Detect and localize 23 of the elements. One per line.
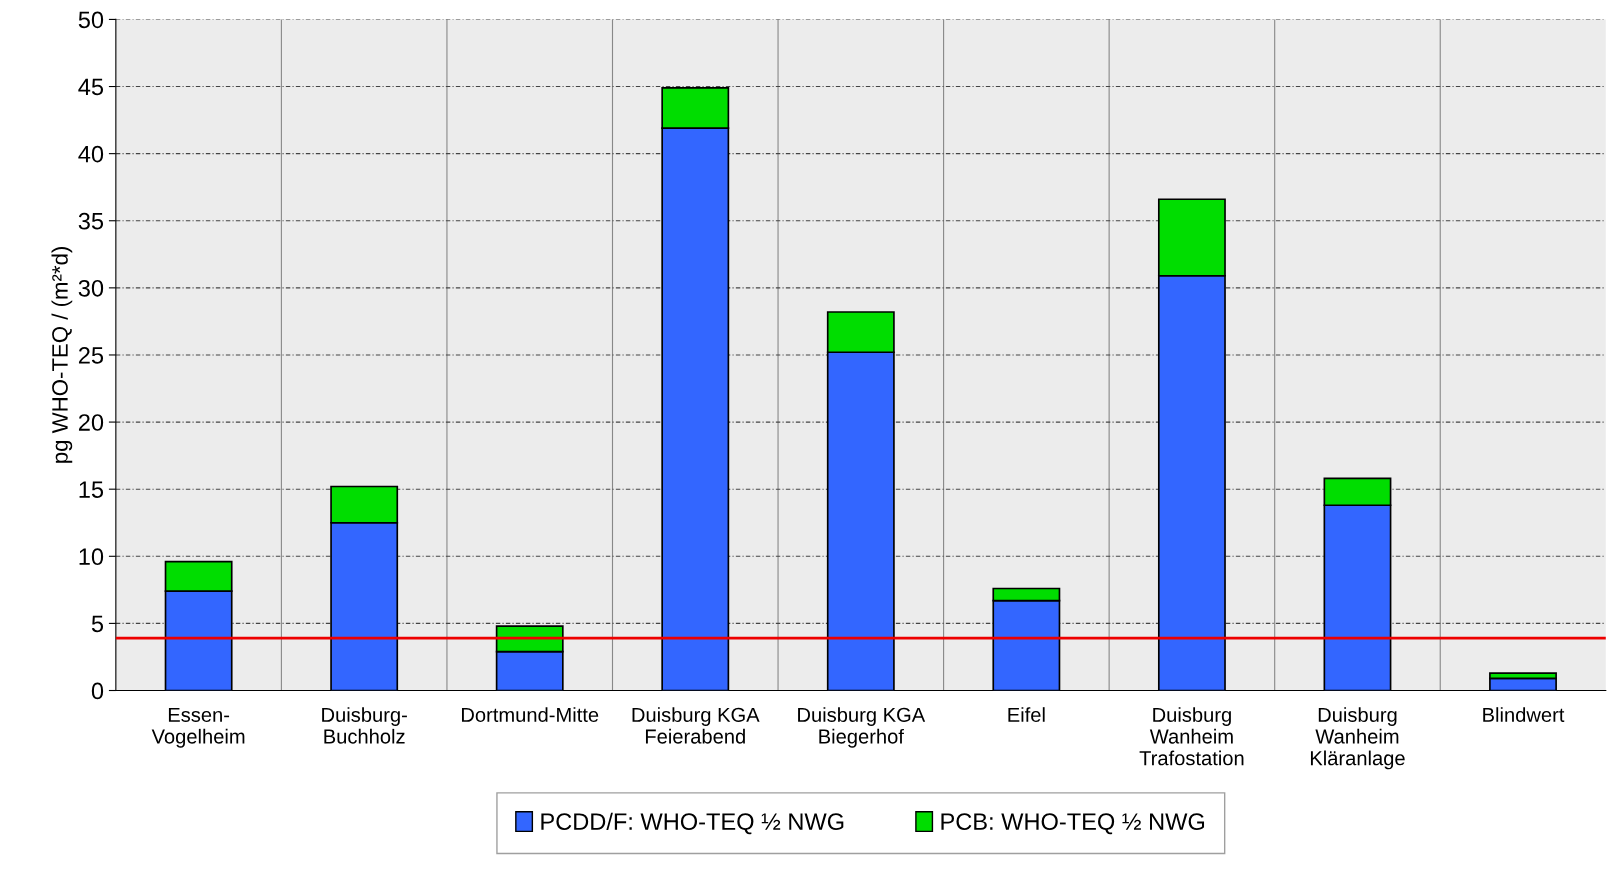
x-tick-label: Essen- Vogelheim	[151, 707, 245, 748]
x-tick-label: Duisburg KGA Biegerhof	[798, 707, 926, 748]
legend-label: PCDD/F: WHO-TEQ ½ NWG	[541, 812, 844, 835]
x-tick-label: Duisburg Wanheim Trafostation	[1139, 707, 1244, 766]
y-tick-label: 35	[78, 212, 104, 230]
x-tick-label: Duisburg Wanheim Kläranlage	[1310, 707, 1405, 770]
y-tick-label: 10	[79, 548, 104, 566]
y-tick-label: 25	[78, 347, 104, 364]
y-tick-label: 0	[91, 682, 104, 700]
y-tick-label: 30	[78, 279, 104, 297]
x-tick-label: Blindwert	[1483, 707, 1565, 722]
x-tick-label: Eifel	[1008, 707, 1045, 722]
x-tick-label: Duisburg KGA Feierabend	[632, 707, 760, 744]
y-axis-title: pg WHO-TEQ / (m²*d)	[51, 247, 73, 463]
x-tick-label: Duisburg- Buchholz	[322, 707, 407, 744]
y-tick-label: 50	[78, 11, 104, 29]
y-tick-label: 5	[91, 615, 104, 633]
y-tick-label: 40	[78, 145, 104, 163]
y-tick-label: 15	[79, 481, 104, 498]
x-tick-label: Dortmund-Mitte	[461, 707, 599, 722]
y-tick-label: 20	[78, 414, 104, 431]
legend-label: PCB: WHO-TEQ ½ NWG	[941, 813, 1205, 835]
y-tick-label: 45	[78, 78, 104, 96]
